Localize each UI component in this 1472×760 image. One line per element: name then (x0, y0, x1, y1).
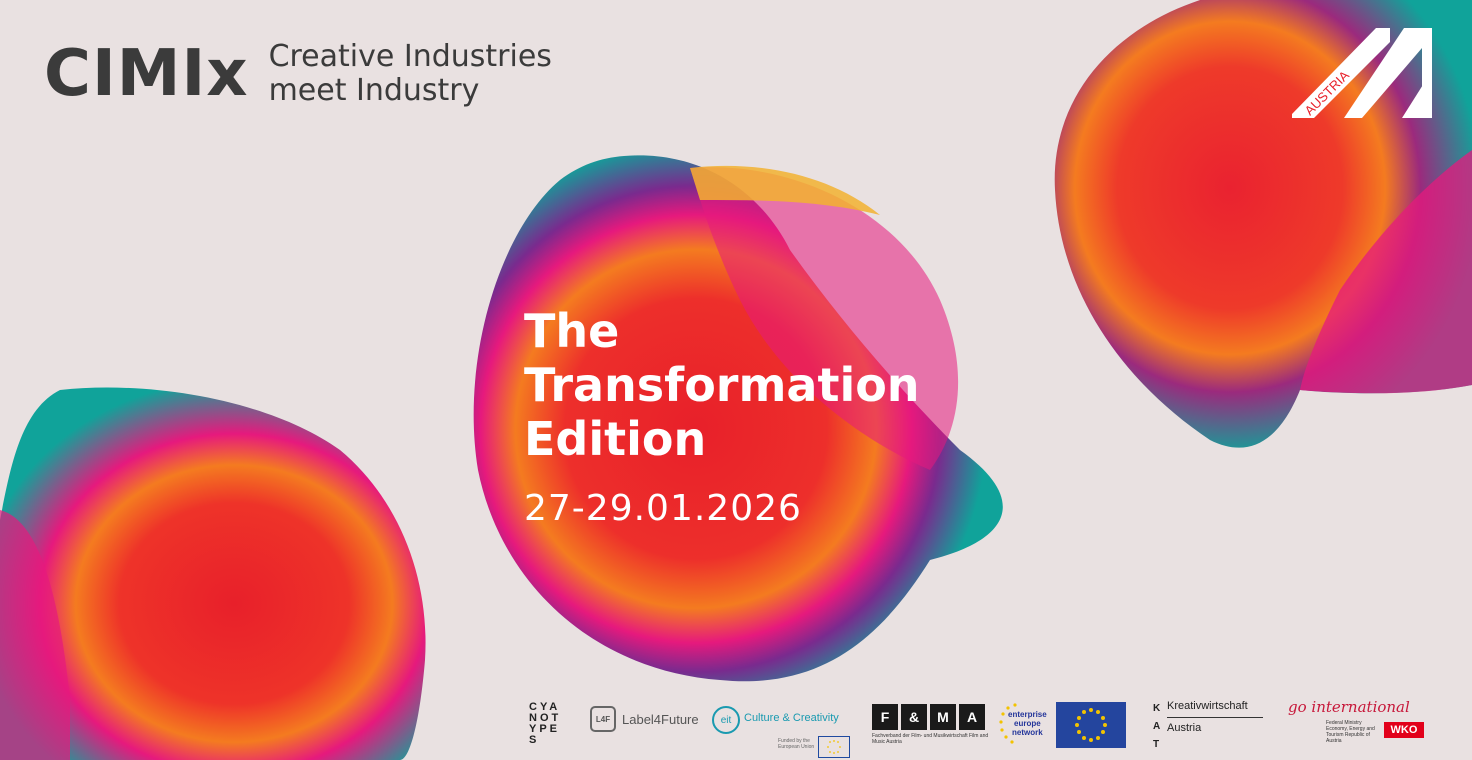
enterprise-europe-network-logo[interactable]: enterprise europe network (998, 702, 1052, 748)
kat-name-2: Austria (1167, 722, 1202, 734)
cyanotypes-row: CYA (529, 701, 561, 713)
left-blob (0, 387, 426, 760)
headline-line-1: The (524, 304, 620, 358)
austria-badge-icon: AUSTRIA (1292, 28, 1432, 118)
een-line: enterprise (1008, 710, 1047, 719)
brand-header: CIMIx Creative Industries meet Industry (44, 40, 552, 108)
right-blob (1054, 0, 1472, 448)
een-line: network (1012, 728, 1043, 737)
eu-flag-small-icon (818, 736, 850, 758)
label4future-logo[interactable]: L4F Label4Future (590, 706, 699, 732)
partner-logos: CYA NOT YPE S L4F Label4Future eit Cultu… (0, 690, 1472, 760)
fma-letter: A (959, 704, 985, 730)
headline-line-3: Edition (524, 412, 707, 466)
austria-badge-text: AUSTRIA (1302, 67, 1353, 118)
go-international-logo[interactable]: go international Federal Ministry Econom… (1288, 698, 1428, 754)
wko-logo: WKO (1384, 722, 1424, 738)
fma-caption: Fachverband der Film- und Musikwirtschaf… (872, 733, 989, 745)
eit-name: Culture & Creativity (744, 712, 839, 724)
tagline-line-1: Creative Industries (268, 39, 552, 74)
cyanotypes-row: S (529, 734, 540, 746)
cyanotypes-logo[interactable]: CYA NOT YPE S (529, 702, 571, 746)
brand-tagline: Creative Industries meet Industry (269, 40, 552, 108)
cyanotypes-row: NOT (529, 712, 562, 724)
cyanotypes-row: YPE (529, 723, 561, 735)
eit-funded-text: Funded by the European Union (778, 738, 815, 750)
een-stars-icon (999, 703, 1017, 744)
eu-flag-icon[interactable] (1056, 702, 1126, 748)
fma-logo[interactable]: F & M A Fachverband der Film- und Musikw… (872, 704, 992, 745)
go-caption: Federal Ministry Economy, Energy and Tou… (1326, 720, 1375, 744)
fma-letter: & (901, 704, 927, 730)
fma-letter: F (872, 704, 898, 730)
event-headline: The Transformation Edition (524, 304, 920, 466)
center-blob (473, 155, 1003, 682)
kat-letter: K (1153, 703, 1161, 714)
een-text: enterprise europe network (1008, 710, 1047, 737)
label4future-text: Label4Future (622, 711, 699, 727)
kat-letters: K A T (1153, 700, 1160, 754)
kat-divider (1167, 717, 1263, 718)
eit-culture-creativity-logo[interactable]: eit Culture & Creativity Funded by the E… (712, 700, 852, 758)
kat-name-1: Kreativwirtschaft (1167, 700, 1248, 712)
fma-boxes: F & M A (872, 704, 992, 730)
cimix-logo: CIMIx (44, 37, 249, 111)
fma-letter: M (930, 704, 956, 730)
l4f-mark-icon: L4F (590, 706, 616, 732)
headline-line-2: Transformation (524, 358, 920, 412)
eit-mark-icon: eit (712, 706, 740, 734)
een-line: europe (1014, 719, 1041, 728)
kreativwirtschaft-austria-logo[interactable]: K A T Kreativwirtschaft Austria (1153, 700, 1263, 750)
go-international-script: go international (1288, 698, 1410, 716)
event-date: 27-29.01.2026 (524, 488, 802, 529)
kat-letter: A (1153, 721, 1161, 732)
tagline-line-2: meet Industry (268, 73, 480, 108)
kat-letter: T (1153, 739, 1160, 750)
